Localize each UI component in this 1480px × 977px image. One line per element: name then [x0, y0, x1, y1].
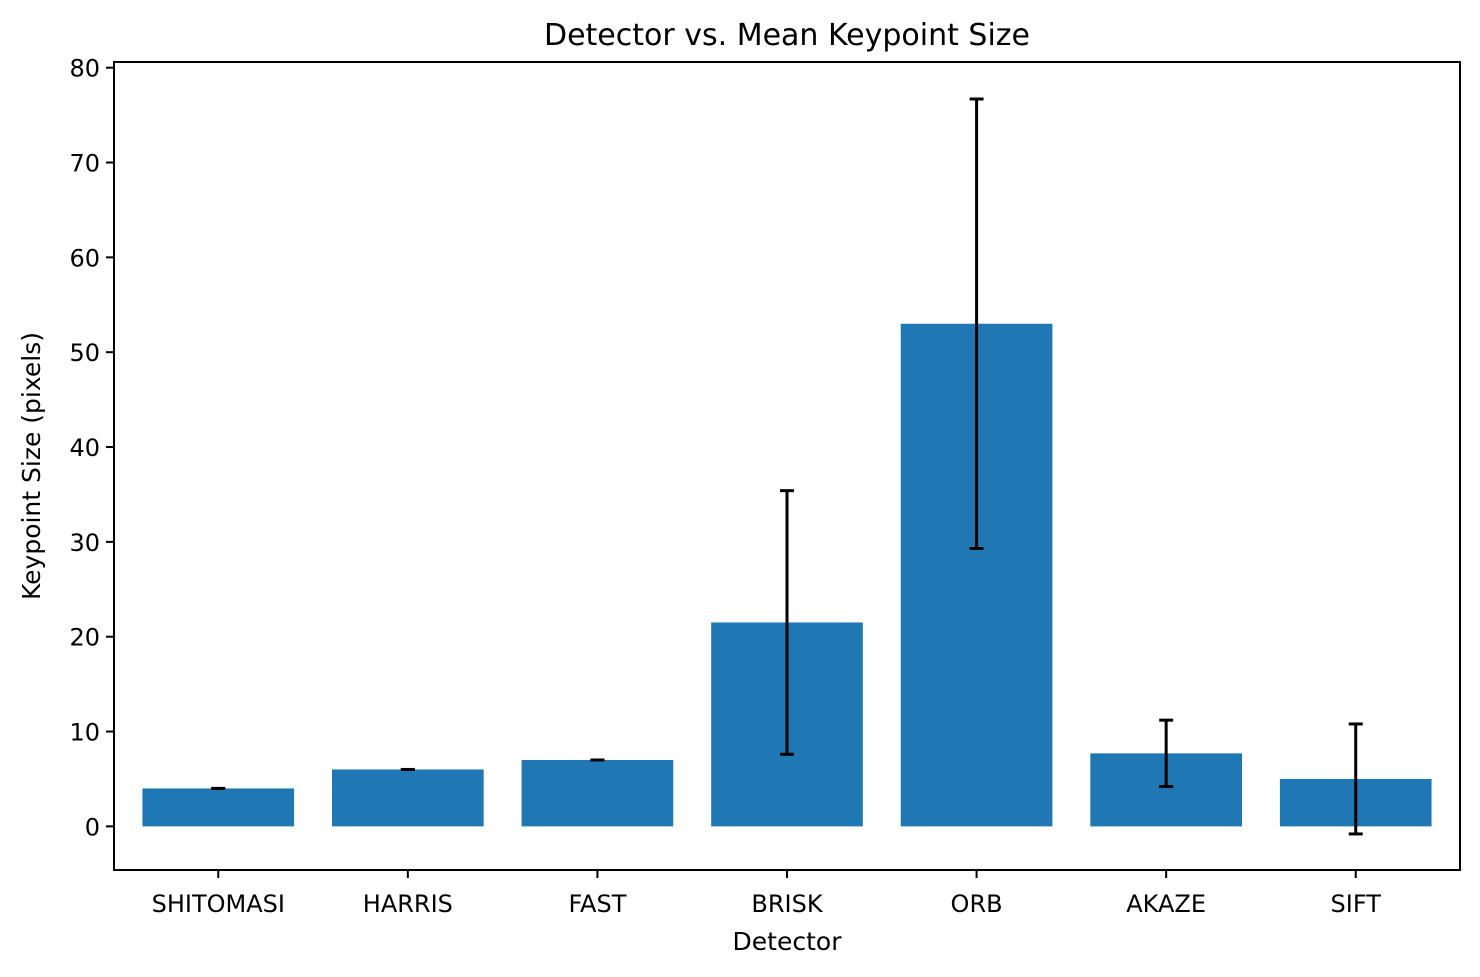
y-tick-label: 40: [69, 434, 100, 462]
x-tick-label: BRISK: [751, 890, 823, 918]
error-bar-sift: [1348, 722, 1363, 836]
x-tick-label: SHITOMASI: [152, 890, 285, 918]
y-tick-label: 70: [69, 150, 100, 178]
error-bars-layer: [211, 97, 1363, 836]
y-axis-label: Keypoint Size (pixels): [17, 332, 46, 600]
x-tick-label: AKAZE: [1126, 890, 1206, 918]
bar-fast: [521, 759, 674, 827]
error-bar-brisk: [780, 489, 794, 756]
x-tick-label: HARRIS: [363, 890, 453, 918]
bar-shitomasi: [142, 788, 295, 827]
x-tick-label: FAST: [568, 890, 626, 918]
y-tick-label: 80: [69, 55, 100, 83]
y-tick-label: 0: [85, 813, 100, 841]
chart-title: Detector vs. Mean Keypoint Size: [544, 18, 1030, 53]
y-tick-label: 10: [69, 719, 100, 747]
x-tick-label: ORB: [951, 890, 1003, 918]
bar-harris: [332, 769, 484, 827]
y-tick-label: 20: [69, 624, 100, 652]
y-tick-label: 30: [69, 529, 100, 557]
x-axis-label: Detector: [733, 927, 843, 956]
y-tick-label: 60: [69, 244, 100, 272]
x-tick-label: SIFT: [1331, 890, 1382, 918]
x-axis: SHITOMASI HARRIS FAST BRISK ORB AKAZE SIFT: [152, 870, 1382, 918]
y-tick-label: 50: [69, 339, 100, 367]
error-bar-akaze: [1159, 718, 1174, 789]
error-bar-orb: [969, 97, 984, 551]
plot-frame: [113, 61, 1461, 871]
y-axis: 0 10 20 30 40 50 60 70 80: [69, 55, 114, 841]
